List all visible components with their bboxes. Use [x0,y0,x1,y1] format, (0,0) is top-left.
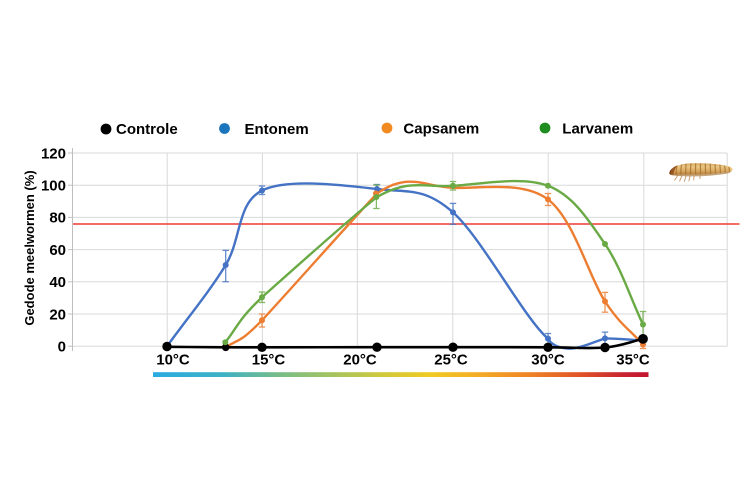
svg-text:15°C: 15°C [252,352,286,369]
svg-text:20: 20 [49,306,66,323]
svg-text:Entonem: Entonem [245,121,309,138]
svg-text:20°C: 20°C [343,352,377,369]
svg-text:35°C: 35°C [616,352,650,369]
svg-text:80: 80 [49,210,66,227]
svg-text:120: 120 [41,145,66,162]
svg-text:Gedode meelwormen (%): Gedode meelwormen (%) [22,170,37,325]
svg-text:40: 40 [49,274,66,291]
svg-text:30°C: 30°C [531,352,565,369]
svg-text:10°C: 10°C [156,352,190,369]
svg-text:60: 60 [49,242,66,259]
svg-text:Capsanem: Capsanem [403,121,479,138]
svg-text:Larvanem: Larvanem [562,121,633,138]
svg-text:Controle: Controle [116,121,178,138]
svg-text:100: 100 [41,178,66,195]
svg-text:25°C: 25°C [434,352,468,369]
svg-text:0: 0 [58,339,66,356]
